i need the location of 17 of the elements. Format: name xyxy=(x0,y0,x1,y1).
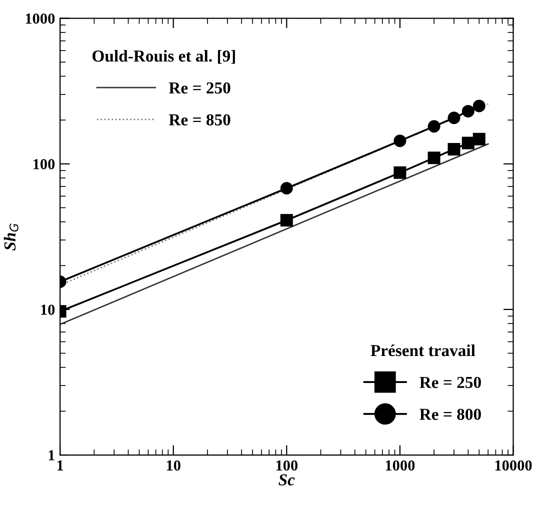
legend-label: Re = 250 xyxy=(168,82,230,94)
legend-label: Re = 250 xyxy=(420,376,481,388)
x-tick-label: 10 xyxy=(166,460,180,471)
text: Ould-Rouis et al. [9] xyxy=(92,50,235,64)
y-axis-title: Sh$_{G}$ xyxy=(4,224,18,251)
y-tick-label: 100 xyxy=(34,159,55,170)
legend-label: Re = 850 xyxy=(168,114,230,126)
legend-label: Re = 800 xyxy=(420,408,481,420)
x-tick-label: 1000 xyxy=(386,460,415,471)
x-axis-title: Sc xyxy=(278,474,295,486)
y-tick-label: 1000 xyxy=(26,13,55,24)
x-tick-label: 10000 xyxy=(495,460,532,471)
y-tick-label: 1 xyxy=(48,450,54,460)
text: Présent travail xyxy=(370,344,476,356)
x-tick-label: 100 xyxy=(276,460,298,471)
x-tick-label: 1 xyxy=(57,460,64,470)
y-tick-label: 10 xyxy=(41,304,55,315)
